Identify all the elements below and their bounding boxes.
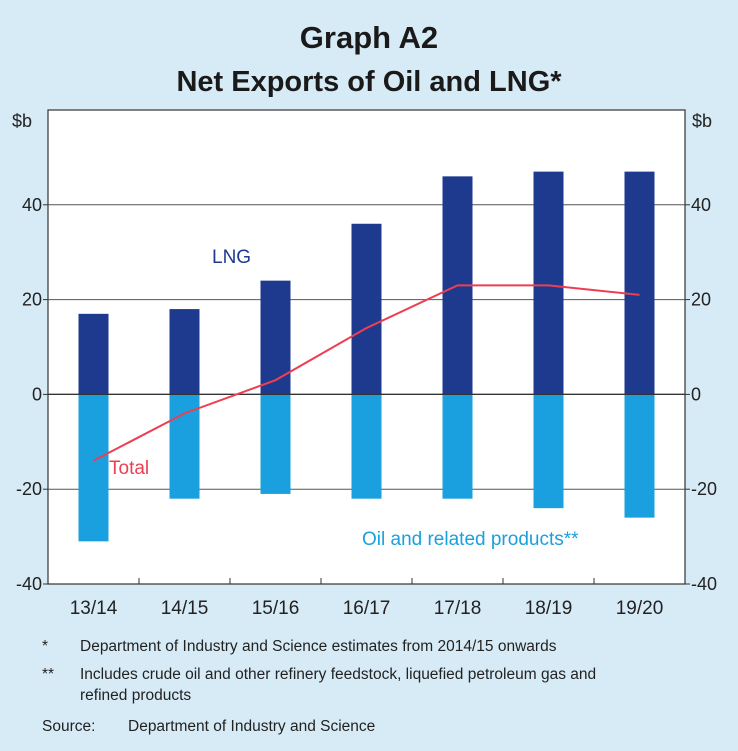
- x-tick-label: 13/14: [70, 598, 118, 619]
- source-label: Source:: [42, 718, 96, 735]
- x-tick-label: 16/17: [343, 598, 391, 619]
- total-series-label: Total: [109, 458, 149, 479]
- lng-bar: [78, 313, 109, 395]
- lng-bar: [624, 171, 655, 395]
- lng-bar: [351, 223, 382, 395]
- oil-bar: [78, 394, 109, 542]
- oil-series-label: Oil and related products**: [362, 529, 579, 550]
- footnote-1-text: Department of Industry and Science estim…: [80, 638, 557, 655]
- y-axis-unit-left: $b: [12, 111, 32, 131]
- y-tick-label-left: 0: [32, 384, 42, 404]
- chart-title: Net Exports of Oil and LNG*: [176, 66, 562, 98]
- y-tick-label-right: 20: [691, 290, 711, 310]
- lng-bar: [260, 280, 291, 395]
- y-tick-label-left: 40: [22, 195, 42, 215]
- lng-series-label: LNG: [212, 247, 251, 268]
- total-line: [93, 284, 640, 462]
- y-tick-label-right: -40: [691, 574, 717, 594]
- oil-bar: [624, 394, 655, 518]
- oil-bar: [169, 394, 200, 499]
- y-tick-label-left: -40: [16, 574, 42, 594]
- oil-bar: [260, 394, 291, 494]
- oil-bar: [533, 394, 564, 509]
- x-tick-label: 19/20: [616, 598, 664, 619]
- y-tick-label-right: 40: [691, 195, 711, 215]
- x-tick-label: 14/15: [161, 598, 209, 619]
- y-tick-label-left: 20: [22, 290, 42, 310]
- oil-bar: [351, 394, 382, 499]
- footnote-2-text: Includes crude oil and other refinery fe…: [80, 666, 597, 704]
- oil-bar: [442, 394, 473, 499]
- lng-bar: [533, 171, 564, 395]
- lng-bar: [169, 309, 200, 395]
- y-tick-label-right: 0: [691, 384, 701, 404]
- source-note: Source: Department of Industry and Scien…: [42, 716, 702, 738]
- source-text: Department of Industry and Science: [128, 718, 376, 735]
- y-axis-unit-right: $b: [692, 111, 712, 131]
- footnote-1-mark: *: [42, 638, 49, 655]
- y-tick-label-right: -20: [691, 479, 717, 499]
- y-tick-label-left: -20: [16, 479, 42, 499]
- x-tick-label: 18/19: [525, 598, 573, 619]
- footnote-2-mark: **: [42, 666, 55, 683]
- footnote-1: * Department of Industry and Science est…: [42, 636, 702, 658]
- x-tick-label: 15/16: [252, 598, 300, 619]
- footnote-2: ** Includes crude oil and other refinery…: [42, 664, 702, 708]
- x-tick-label: 17/18: [434, 598, 482, 619]
- graph-number: Graph A2: [299, 20, 439, 55]
